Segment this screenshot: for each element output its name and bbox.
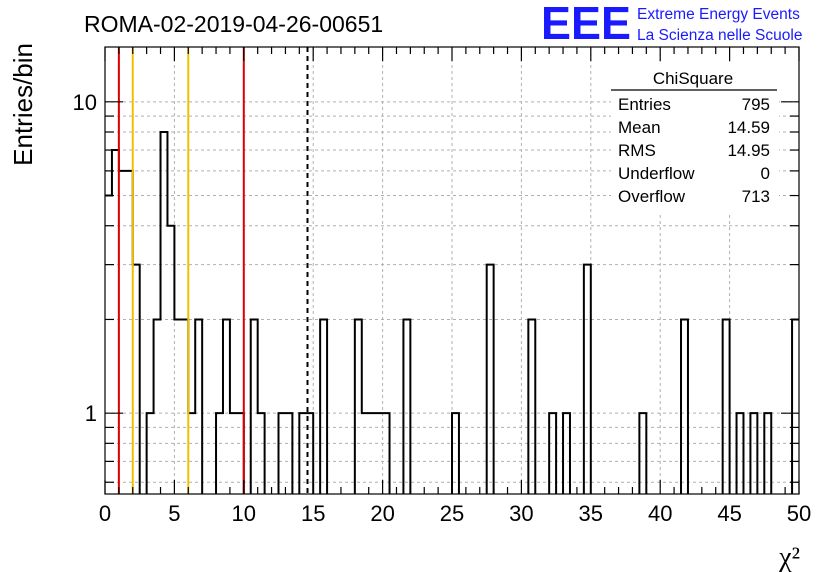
histogram-bin	[285, 413, 292, 494]
x-axis: 0 5 10 15 20 25 30 35 40 45 50	[99, 47, 811, 526]
x-tick-label: 15	[301, 501, 325, 526]
y-tick-label: 1	[85, 401, 97, 426]
histogram-bin	[126, 171, 133, 494]
y-axis: 1 10	[73, 90, 799, 483]
histogram-bin	[167, 226, 174, 494]
histogram-bin	[105, 196, 112, 494]
histogram-bin	[681, 319, 688, 494]
histogram-bin	[119, 171, 126, 494]
histogram-bin	[369, 413, 376, 494]
histogram-bin	[223, 319, 230, 494]
stats-label: Entries	[618, 95, 671, 114]
histogram-bin	[133, 265, 140, 494]
histogram-bin	[487, 265, 494, 494]
x-tick-label: 0	[99, 501, 111, 526]
stats-value: 0	[761, 164, 770, 183]
stats-title: ChiSquare	[653, 69, 733, 88]
x-tick-label: 45	[717, 501, 741, 526]
histogram-bin	[181, 319, 188, 494]
reference-lines	[117, 47, 309, 494]
logo-line-1: Extreme Energy Events	[637, 6, 800, 23]
chart-title: ROMA-02-2019-04-26-00651	[84, 11, 383, 37]
y-axis-label: Entries/bin	[8, 43, 38, 166]
stats-value: 14.59	[727, 118, 770, 137]
histogram-bin	[230, 413, 237, 494]
histogram-bin	[563, 413, 570, 494]
stats-box: ChiSquare Entries 795 Mean 14.59 RMS 14.…	[611, 64, 779, 214]
x-tick-label: 35	[579, 501, 603, 526]
histogram-bin	[723, 319, 730, 494]
histogram-bin	[376, 413, 383, 494]
histogram-bin	[639, 413, 646, 494]
histogram-bin	[174, 319, 181, 494]
histogram-bin	[237, 413, 244, 494]
histogram-bin	[251, 319, 258, 494]
x-tick-label: 30	[509, 501, 533, 526]
histogram-bin	[320, 319, 327, 494]
x-tick-label: 50	[787, 501, 811, 526]
stats-label: RMS	[618, 141, 656, 160]
histogram-bin	[112, 150, 119, 494]
histogram-bin	[355, 319, 362, 494]
histogram-bin	[737, 413, 744, 494]
histogram-bin	[403, 319, 410, 494]
stats-value: 713	[742, 187, 770, 206]
eee-logo: EEE Extreme Energy Events La Scienza nel…	[541, 0, 802, 49]
x-tick-label: 40	[648, 501, 672, 526]
stats-label: Overflow	[618, 187, 686, 206]
histogram-bin	[792, 319, 799, 494]
histogram-bin	[188, 413, 195, 494]
histogram-bin	[279, 413, 286, 494]
histogram-bin	[452, 413, 459, 494]
histogram-bin	[299, 413, 306, 494]
histogram-bin	[750, 413, 757, 494]
histogram-bin	[161, 132, 168, 494]
histogram-bin	[764, 413, 771, 494]
eee-logo-text: EEE	[541, 0, 631, 49]
histogram-bin	[549, 413, 556, 494]
stats-value: 795	[742, 95, 770, 114]
x-tick-label: 10	[232, 501, 256, 526]
histogram-bin	[362, 413, 369, 494]
histogram-bin	[147, 413, 154, 494]
histogram-bin	[154, 319, 161, 494]
histogram-bin	[528, 319, 535, 494]
histogram	[105, 131, 799, 494]
stats-box-background	[611, 64, 779, 214]
stats-label: Mean	[618, 118, 661, 137]
histogram-bin	[195, 319, 202, 494]
histogram-bin	[584, 265, 591, 494]
x-tick-label: 25	[440, 501, 464, 526]
histogram-bin	[383, 413, 390, 494]
stats-label: Underflow	[618, 164, 695, 183]
stats-value: 14.95	[727, 141, 770, 160]
x-tick-label: 5	[168, 501, 180, 526]
histogram-bin	[258, 413, 265, 494]
histogram-bin	[216, 413, 223, 494]
logo-line-2: La Scienza nelle Scuole	[637, 27, 802, 44]
x-axis-label: χ²	[778, 542, 800, 572]
histogram-outline	[105, 131, 799, 494]
y-tick-label: 10	[73, 90, 97, 115]
x-tick-label: 20	[370, 501, 394, 526]
